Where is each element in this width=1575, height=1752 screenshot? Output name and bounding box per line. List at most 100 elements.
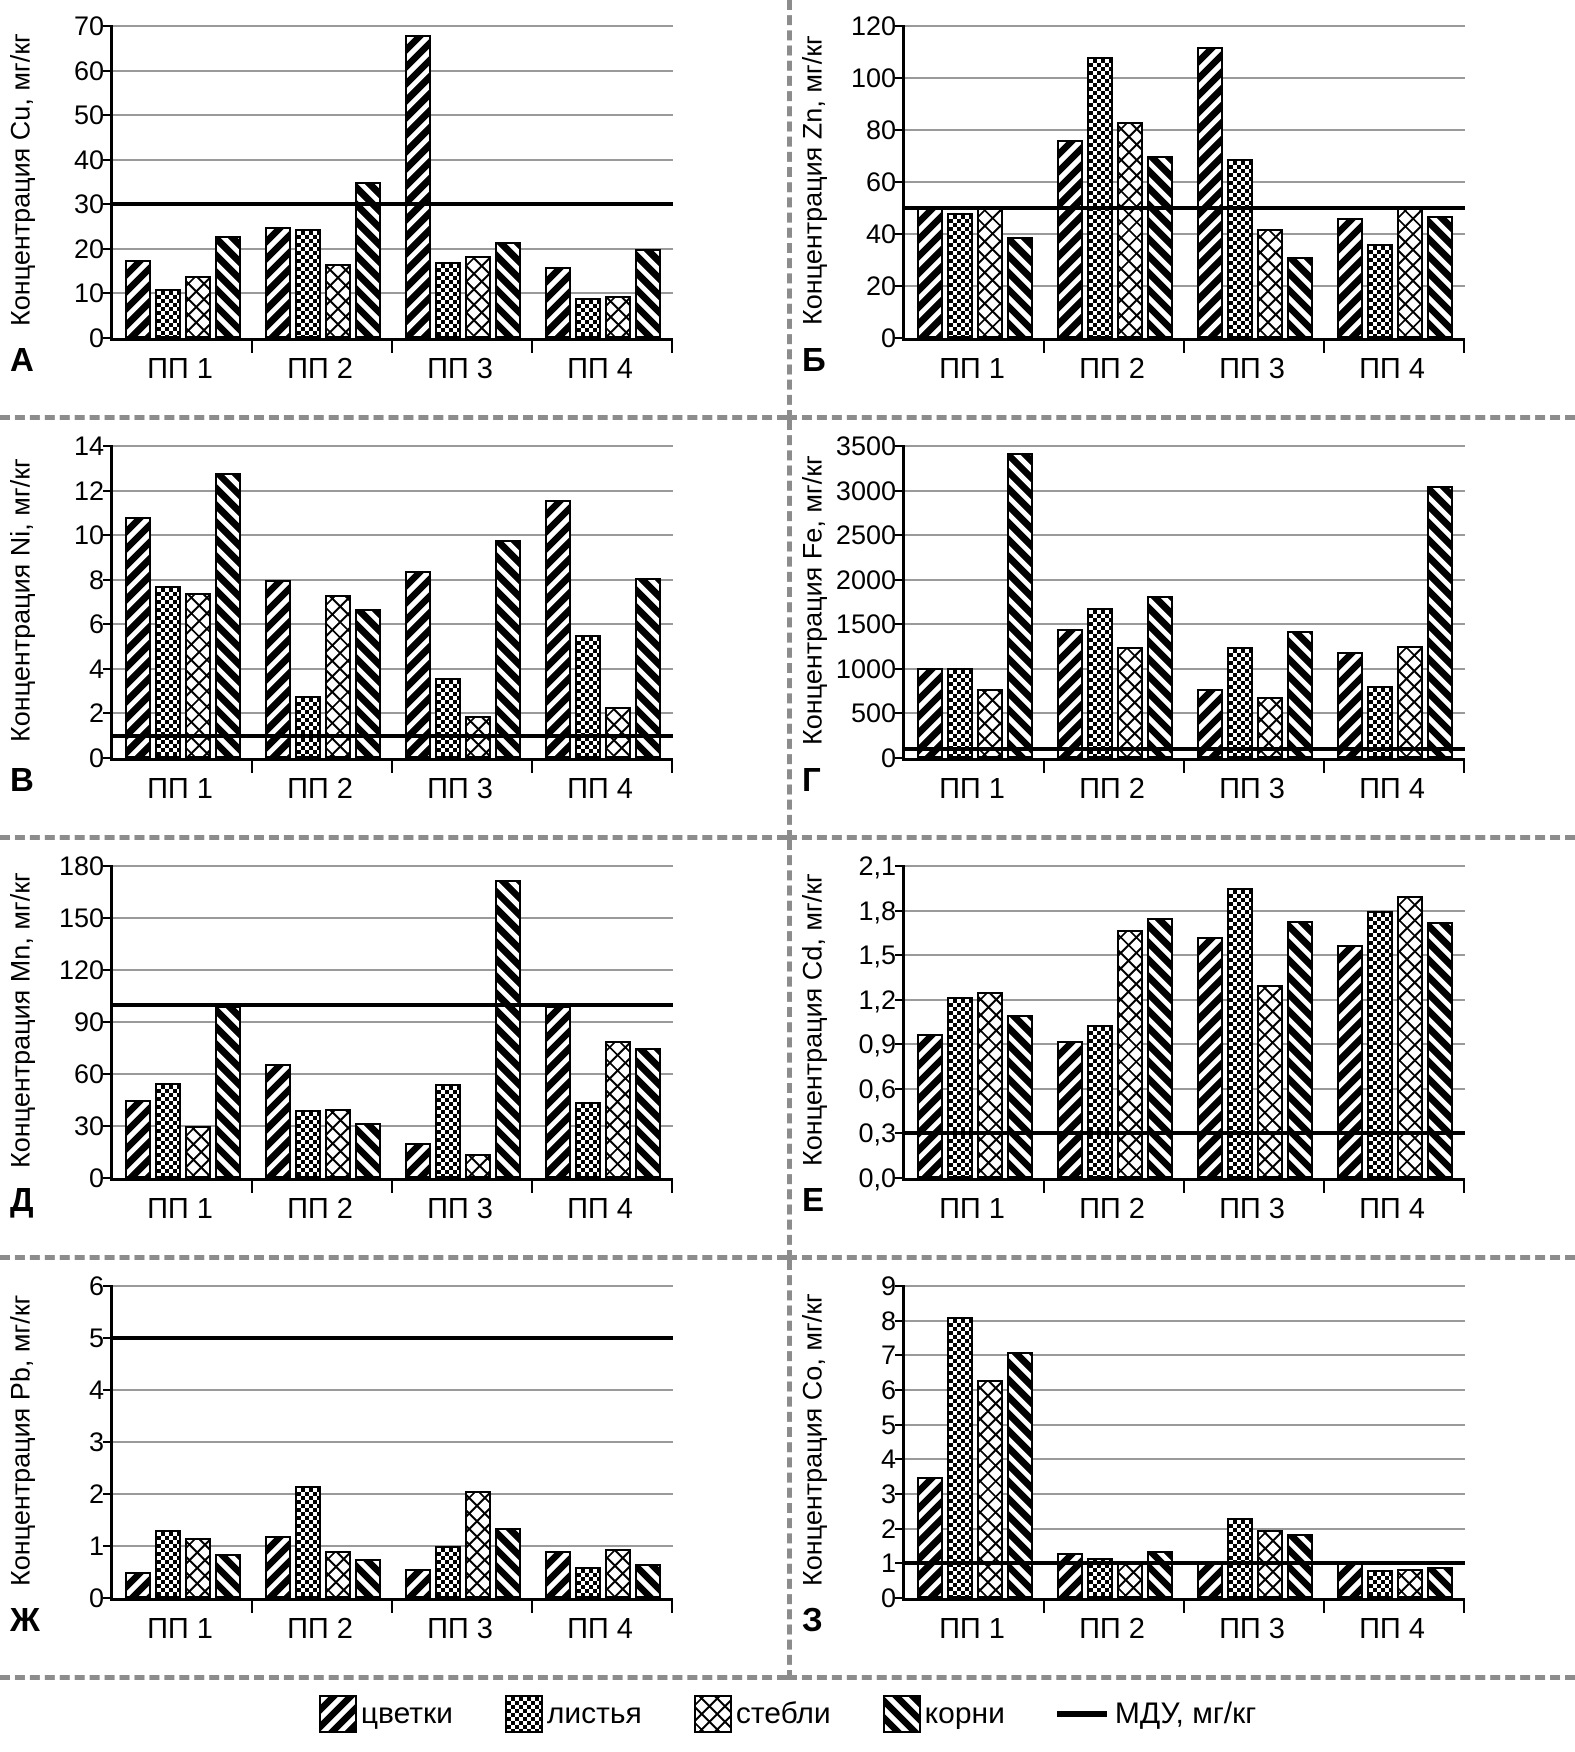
bar-цветки-ПП 1 xyxy=(125,1572,151,1598)
panel-letter: А xyxy=(10,341,34,378)
bar-цветки-ПП 4 xyxy=(1337,944,1363,1178)
bar-листья-ПП 3 xyxy=(1227,888,1253,1178)
y-tick-label: 10 xyxy=(73,278,104,309)
bar-стебли-ПП 1 xyxy=(977,992,1003,1178)
y-tick-mark xyxy=(103,1021,113,1023)
y-tick-mark xyxy=(103,158,113,161)
y-tick-label: 2000 xyxy=(835,564,896,595)
y-axis-ticks: 0 2 4 6 8 10 12 14 xyxy=(40,432,110,772)
x-axis-labels: ПП 1 ПП 2 ПП 3 ПП 4 xyxy=(110,761,670,813)
gridline xyxy=(905,1423,1465,1426)
x-tick-label: ПП 3 xyxy=(1219,1193,1285,1225)
x-tick-mark xyxy=(1323,1601,1325,1613)
bar-стебли-ПП 2 xyxy=(325,264,351,338)
bar-цветки-ПП 4 xyxy=(1337,218,1363,338)
y-tick-label: 2,1 xyxy=(858,851,896,881)
bar-корни-ПП 1 xyxy=(1007,1351,1033,1598)
y-tick-mark xyxy=(895,1562,905,1565)
y-tick-label: 30 xyxy=(73,189,104,220)
gridline xyxy=(113,445,673,447)
x-tick-label: ПП 4 xyxy=(567,353,633,385)
y-tick-label: 2 xyxy=(880,1513,896,1544)
bar-листья-ПП 3 xyxy=(1227,158,1253,338)
y-axis-label: Концентрация Fe, мг/кг xyxy=(797,455,828,745)
stems-hatch-swatch-icon xyxy=(693,1694,732,1733)
bar-цветки-ПП 3 xyxy=(405,34,431,338)
x-tick-label: ПП 2 xyxy=(287,353,353,385)
y-tick-label: 10 xyxy=(73,520,104,551)
y-tick-mark xyxy=(103,1177,113,1179)
gridline xyxy=(905,1043,1465,1046)
bar-корни-ПП 2 xyxy=(355,608,381,758)
bar-корни-ПП 1 xyxy=(1007,1014,1033,1178)
y-tick-mark xyxy=(895,667,905,670)
bar-корни-ПП 2 xyxy=(1147,595,1173,758)
y-tick-mark xyxy=(103,489,113,492)
y-tick-label: 1,5 xyxy=(858,940,896,971)
y-tick-mark xyxy=(895,865,905,867)
leaves-hatch-swatch-icon xyxy=(504,1694,543,1733)
x-tick-mark xyxy=(671,341,673,353)
bar-листья-ПП 1 xyxy=(947,213,973,338)
y-tick-mark xyxy=(895,1285,905,1287)
chart-panel-e-cd: Концентрация Cd, мг/кг 0,0 0,3 0,6 0,9 1,2 1,… xyxy=(787,840,1575,1260)
y-tick-label: 3500 xyxy=(835,431,896,461)
bar-корни-ПП 4 xyxy=(1427,922,1453,1178)
y-axis-label: Концентрация Zn, мг/кг xyxy=(797,35,828,325)
bar-листья-ПП 4 xyxy=(1367,910,1393,1178)
x-tick-mark xyxy=(531,761,533,773)
mdu-threshold-line xyxy=(113,1336,673,1340)
x-tick-mark xyxy=(251,1601,253,1613)
legend: цветки листья стебли корни МДУ, мг/кг xyxy=(0,1680,1575,1747)
x-tick-label: ПП 3 xyxy=(427,773,493,805)
x-tick-mark xyxy=(671,761,673,773)
bar-стебли-ПП 3 xyxy=(1257,228,1283,338)
bar-стебли-ПП 1 xyxy=(977,206,1003,338)
y-tick-label: 6 xyxy=(88,1271,104,1301)
gridline xyxy=(905,1087,1465,1090)
y-axis-label: Концентрация Mn, мг/кг xyxy=(5,872,36,1168)
x-tick-label: ПП 3 xyxy=(427,353,493,385)
bar-цветки-ПП 2 xyxy=(1057,628,1083,758)
y-axis-ticks: 0 10 20 30 40 50 60 70 xyxy=(40,12,110,352)
bar-цветки-ПП 4 xyxy=(1337,651,1363,758)
bar-стебли-ПП 3 xyxy=(465,1491,491,1598)
gridline xyxy=(905,865,1465,867)
x-tick-mark xyxy=(1463,1181,1465,1193)
bar-стебли-ПП 2 xyxy=(1117,1561,1143,1598)
y-tick-label: 100 xyxy=(850,63,896,93)
bar-корни-ПП 1 xyxy=(1007,236,1033,338)
bar-корни-ПП 4 xyxy=(635,1564,661,1598)
bar-цветки-ПП 4 xyxy=(545,1006,571,1178)
gridline xyxy=(113,1389,673,1391)
bar-листья-ПП 4 xyxy=(575,297,601,338)
y-tick-label: 2 xyxy=(88,1479,104,1509)
y-tick-mark xyxy=(895,623,905,626)
bar-стебли-ПП 4 xyxy=(605,295,631,338)
gridline xyxy=(113,1545,673,1547)
y-tick-mark xyxy=(895,285,905,287)
panel-letter: Ж xyxy=(10,1601,40,1638)
y-tick-mark xyxy=(103,1389,113,1391)
y-tick-mark xyxy=(103,292,113,295)
bar-стебли-ПП 1 xyxy=(185,1538,211,1598)
y-tick-mark xyxy=(895,1458,905,1461)
mdu-threshold-line xyxy=(905,206,1465,210)
y-tick-mark xyxy=(895,1354,905,1357)
legend-item-mdu: МДУ, мг/кг xyxy=(1056,1697,1256,1731)
y-tick-mark xyxy=(895,1177,905,1179)
gridline xyxy=(905,1493,1465,1495)
chart-panel-b-zn: Концентрация Zn, мг/кг 0 20 40 60 80 100 120 П… xyxy=(787,0,1575,420)
gridline xyxy=(113,623,673,626)
chart-panel-d-mn: Концентрация Mn, мг/кг 0 30 60 90 120 150 180 … xyxy=(0,840,787,1260)
gridline xyxy=(905,1354,1465,1357)
x-tick-label: ПП 2 xyxy=(1079,773,1145,805)
y-tick-mark xyxy=(103,865,113,867)
y-tick-label: 70 xyxy=(73,11,104,41)
x-tick-mark xyxy=(531,1181,533,1193)
y-tick-mark xyxy=(895,1423,905,1426)
plot-area xyxy=(103,865,673,1193)
y-tick-label: 9 xyxy=(880,1271,896,1301)
bar-корни-ПП 4 xyxy=(1427,215,1453,338)
